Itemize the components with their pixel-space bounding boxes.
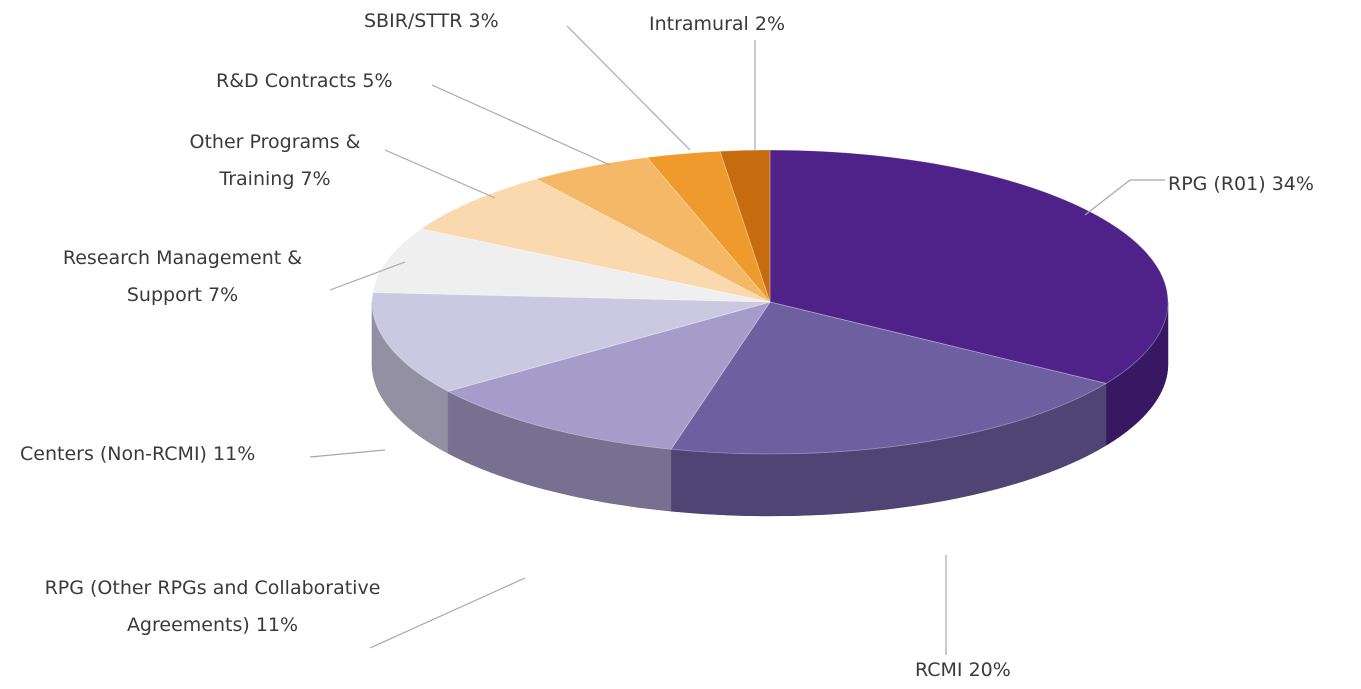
pie-slice: [646, 150, 771, 303]
pie-slice: [534, 157, 771, 303]
data-label: RPG (R01) 34%: [1168, 166, 1358, 203]
data-label: RPG (Other RPGs and Collaborative Agreem…: [40, 570, 385, 644]
category-label: RPG (R01): [1168, 173, 1266, 195]
leader-line: [1084, 179, 1165, 216]
leader-line: [329, 261, 406, 291]
data-label: Other Programs & Training 7%: [160, 124, 390, 198]
value-label: 2%: [754, 13, 786, 35]
leader-line: [369, 577, 526, 649]
value-label: 20%: [968, 659, 1011, 681]
leader-line: [431, 84, 611, 166]
data-label: Research Management & Support 7%: [30, 240, 335, 314]
leader-line: [566, 25, 691, 151]
value-label: 11%: [255, 614, 299, 636]
pie-slice: [371, 292, 771, 392]
category-label: Centers (Non-RCMI): [20, 443, 207, 465]
value-label: 3%: [468, 10, 499, 32]
value-label: 5%: [362, 70, 393, 92]
value-label: 34%: [1271, 173, 1314, 195]
category-label: Intramural: [649, 13, 749, 35]
category-label: R&D Contracts: [216, 70, 357, 92]
category-label: Other Programs & Training: [189, 131, 361, 190]
pie-slice: [372, 228, 771, 303]
category-label: Research Management & Support: [62, 247, 303, 306]
pie-slice: [420, 178, 771, 303]
category-label: RPG (Other RPGs and Collaborative Agreem…: [44, 577, 381, 636]
data-label: Centers (Non-RCMI) 11%: [20, 436, 320, 473]
pie-slice: [769, 149, 1169, 384]
leader-line: [384, 149, 496, 199]
leader-line: [309, 449, 386, 458]
value-label: 7%: [300, 168, 331, 190]
value-label: 11%: [213, 443, 256, 465]
value-label: 7%: [208, 284, 239, 306]
category-label: SBIR/STTR: [364, 10, 463, 32]
data-label: R&D Contracts 5%: [216, 63, 436, 100]
data-label: RCMI 20%: [915, 652, 1035, 689]
pie-slice: [446, 301, 771, 450]
data-label: SBIR/STTR 3%: [364, 3, 574, 40]
pie-slice: [670, 301, 1108, 455]
pie-slice: [719, 149, 771, 303]
data-label: Intramural 2%: [649, 6, 829, 43]
category-label: RCMI: [915, 659, 963, 681]
